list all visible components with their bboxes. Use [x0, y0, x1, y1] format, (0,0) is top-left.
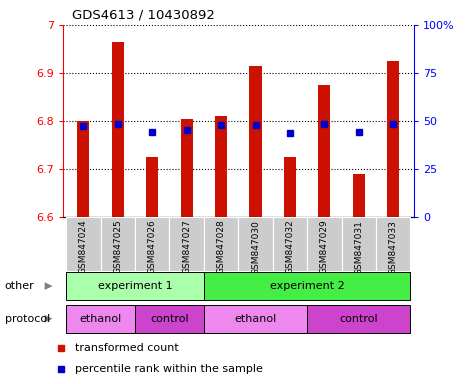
Bar — [169, 217, 204, 271]
Bar — [204, 305, 307, 333]
Bar — [342, 217, 376, 271]
Text: GSM847031: GSM847031 — [354, 220, 363, 275]
Bar — [353, 174, 365, 217]
Bar — [319, 85, 331, 217]
Bar — [273, 217, 307, 271]
Bar — [215, 116, 227, 217]
Text: GDS4613 / 10430892: GDS4613 / 10430892 — [72, 8, 215, 21]
Bar — [307, 217, 342, 271]
Text: control: control — [339, 314, 378, 324]
Bar — [181, 119, 193, 217]
Bar — [239, 217, 273, 271]
Bar — [100, 217, 135, 271]
Bar — [250, 66, 261, 217]
Text: GSM847026: GSM847026 — [148, 220, 157, 275]
Text: GSM847025: GSM847025 — [113, 220, 122, 275]
Bar — [387, 61, 399, 217]
Bar — [204, 217, 239, 271]
Text: GSM847027: GSM847027 — [182, 220, 191, 275]
Bar — [77, 121, 89, 217]
Bar — [135, 305, 204, 333]
Text: percentile rank within the sample: percentile rank within the sample — [75, 364, 263, 374]
Text: protocol: protocol — [5, 314, 50, 324]
Bar — [307, 305, 411, 333]
Bar — [204, 272, 411, 300]
Text: ethanol: ethanol — [80, 314, 122, 324]
Bar — [66, 272, 204, 300]
Bar — [66, 305, 135, 333]
Bar — [284, 157, 296, 217]
Bar — [376, 217, 411, 271]
Text: experiment 2: experiment 2 — [270, 281, 345, 291]
Text: GSM847029: GSM847029 — [320, 220, 329, 275]
Text: other: other — [5, 281, 34, 291]
Text: GSM847032: GSM847032 — [286, 220, 294, 275]
Bar — [112, 42, 124, 217]
Text: ethanol: ethanol — [234, 314, 277, 324]
Text: GSM847028: GSM847028 — [217, 220, 226, 275]
Bar — [146, 157, 158, 217]
Text: transformed count: transformed count — [75, 343, 179, 353]
Text: control: control — [150, 314, 189, 324]
Bar — [66, 217, 100, 271]
Text: GSM847033: GSM847033 — [389, 220, 398, 275]
Text: experiment 1: experiment 1 — [98, 281, 173, 291]
Text: GSM847030: GSM847030 — [251, 220, 260, 275]
Text: GSM847024: GSM847024 — [79, 220, 88, 274]
Bar — [135, 217, 169, 271]
